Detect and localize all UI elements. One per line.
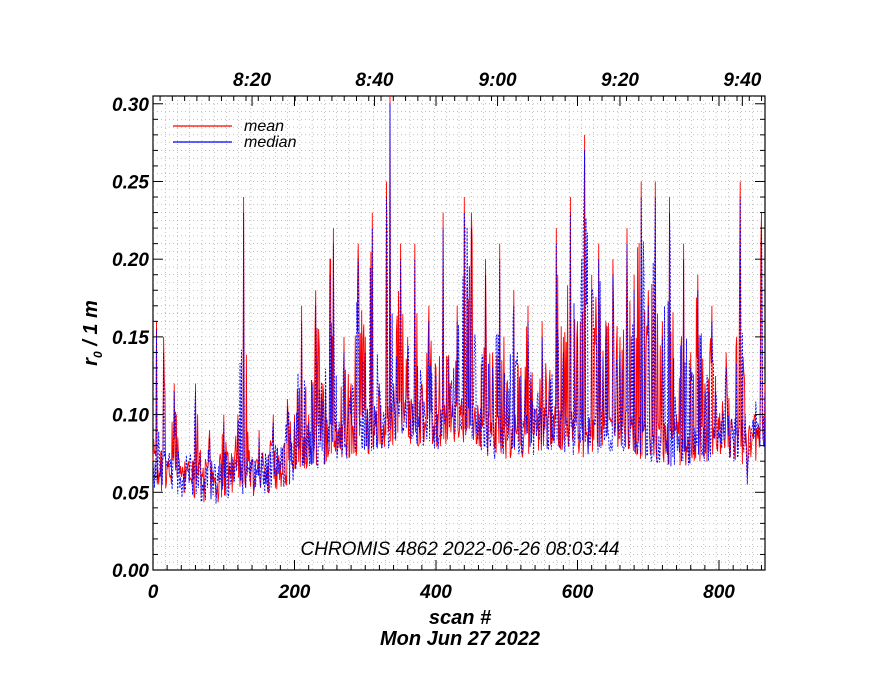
chart-annotation: CHROMIS 4862 2022-06-26 08:03:44 <box>301 539 620 560</box>
x-tick-label: 200 <box>278 582 311 603</box>
x-tick-label: 600 <box>562 582 594 603</box>
x-tick-label: 0 <box>148 582 159 603</box>
y-axis-title-rest: / 1 m <box>80 300 102 351</box>
y-axis-title-base: r <box>80 357 102 366</box>
data-series <box>152 95 766 504</box>
x-tick-label: 400 <box>419 582 452 603</box>
y-tick-label: 0.05 <box>112 483 149 504</box>
top-tick-label: 9:00 <box>479 70 517 91</box>
y-axis-title-sub: 0 <box>91 351 105 358</box>
y-tick-label: 0.25 <box>112 172 149 193</box>
y-tick-label: 0.10 <box>112 406 149 427</box>
legend-mean-label: mean <box>244 118 284 135</box>
y-tick-label: 0.00 <box>112 561 149 582</box>
legend: mean median <box>173 118 297 151</box>
y-tick-label: 0.15 <box>112 328 149 349</box>
top-tick-label: 8:40 <box>355 70 393 91</box>
x-axis-title: scan # <box>429 607 492 629</box>
date-label: Mon Jun 27 2022 <box>380 628 540 650</box>
y-tick-label: 0.30 <box>112 95 149 116</box>
series-line-median <box>152 103 766 504</box>
y-tick-label: 0.20 <box>112 250 149 271</box>
top-tick-label: 8:20 <box>233 70 271 91</box>
x-tick-label: 800 <box>703 582 735 603</box>
top-tick-label: 9:20 <box>601 70 639 91</box>
ticks: 0 200 400 600 800 8:20 8:40 9:00 9:20 9:40 0.00 0.0… <box>112 70 765 603</box>
y-axis-title: r0 / 1 m <box>80 300 105 366</box>
top-tick-label: 9:40 <box>723 70 761 91</box>
legend-median-label: median <box>244 134 297 151</box>
